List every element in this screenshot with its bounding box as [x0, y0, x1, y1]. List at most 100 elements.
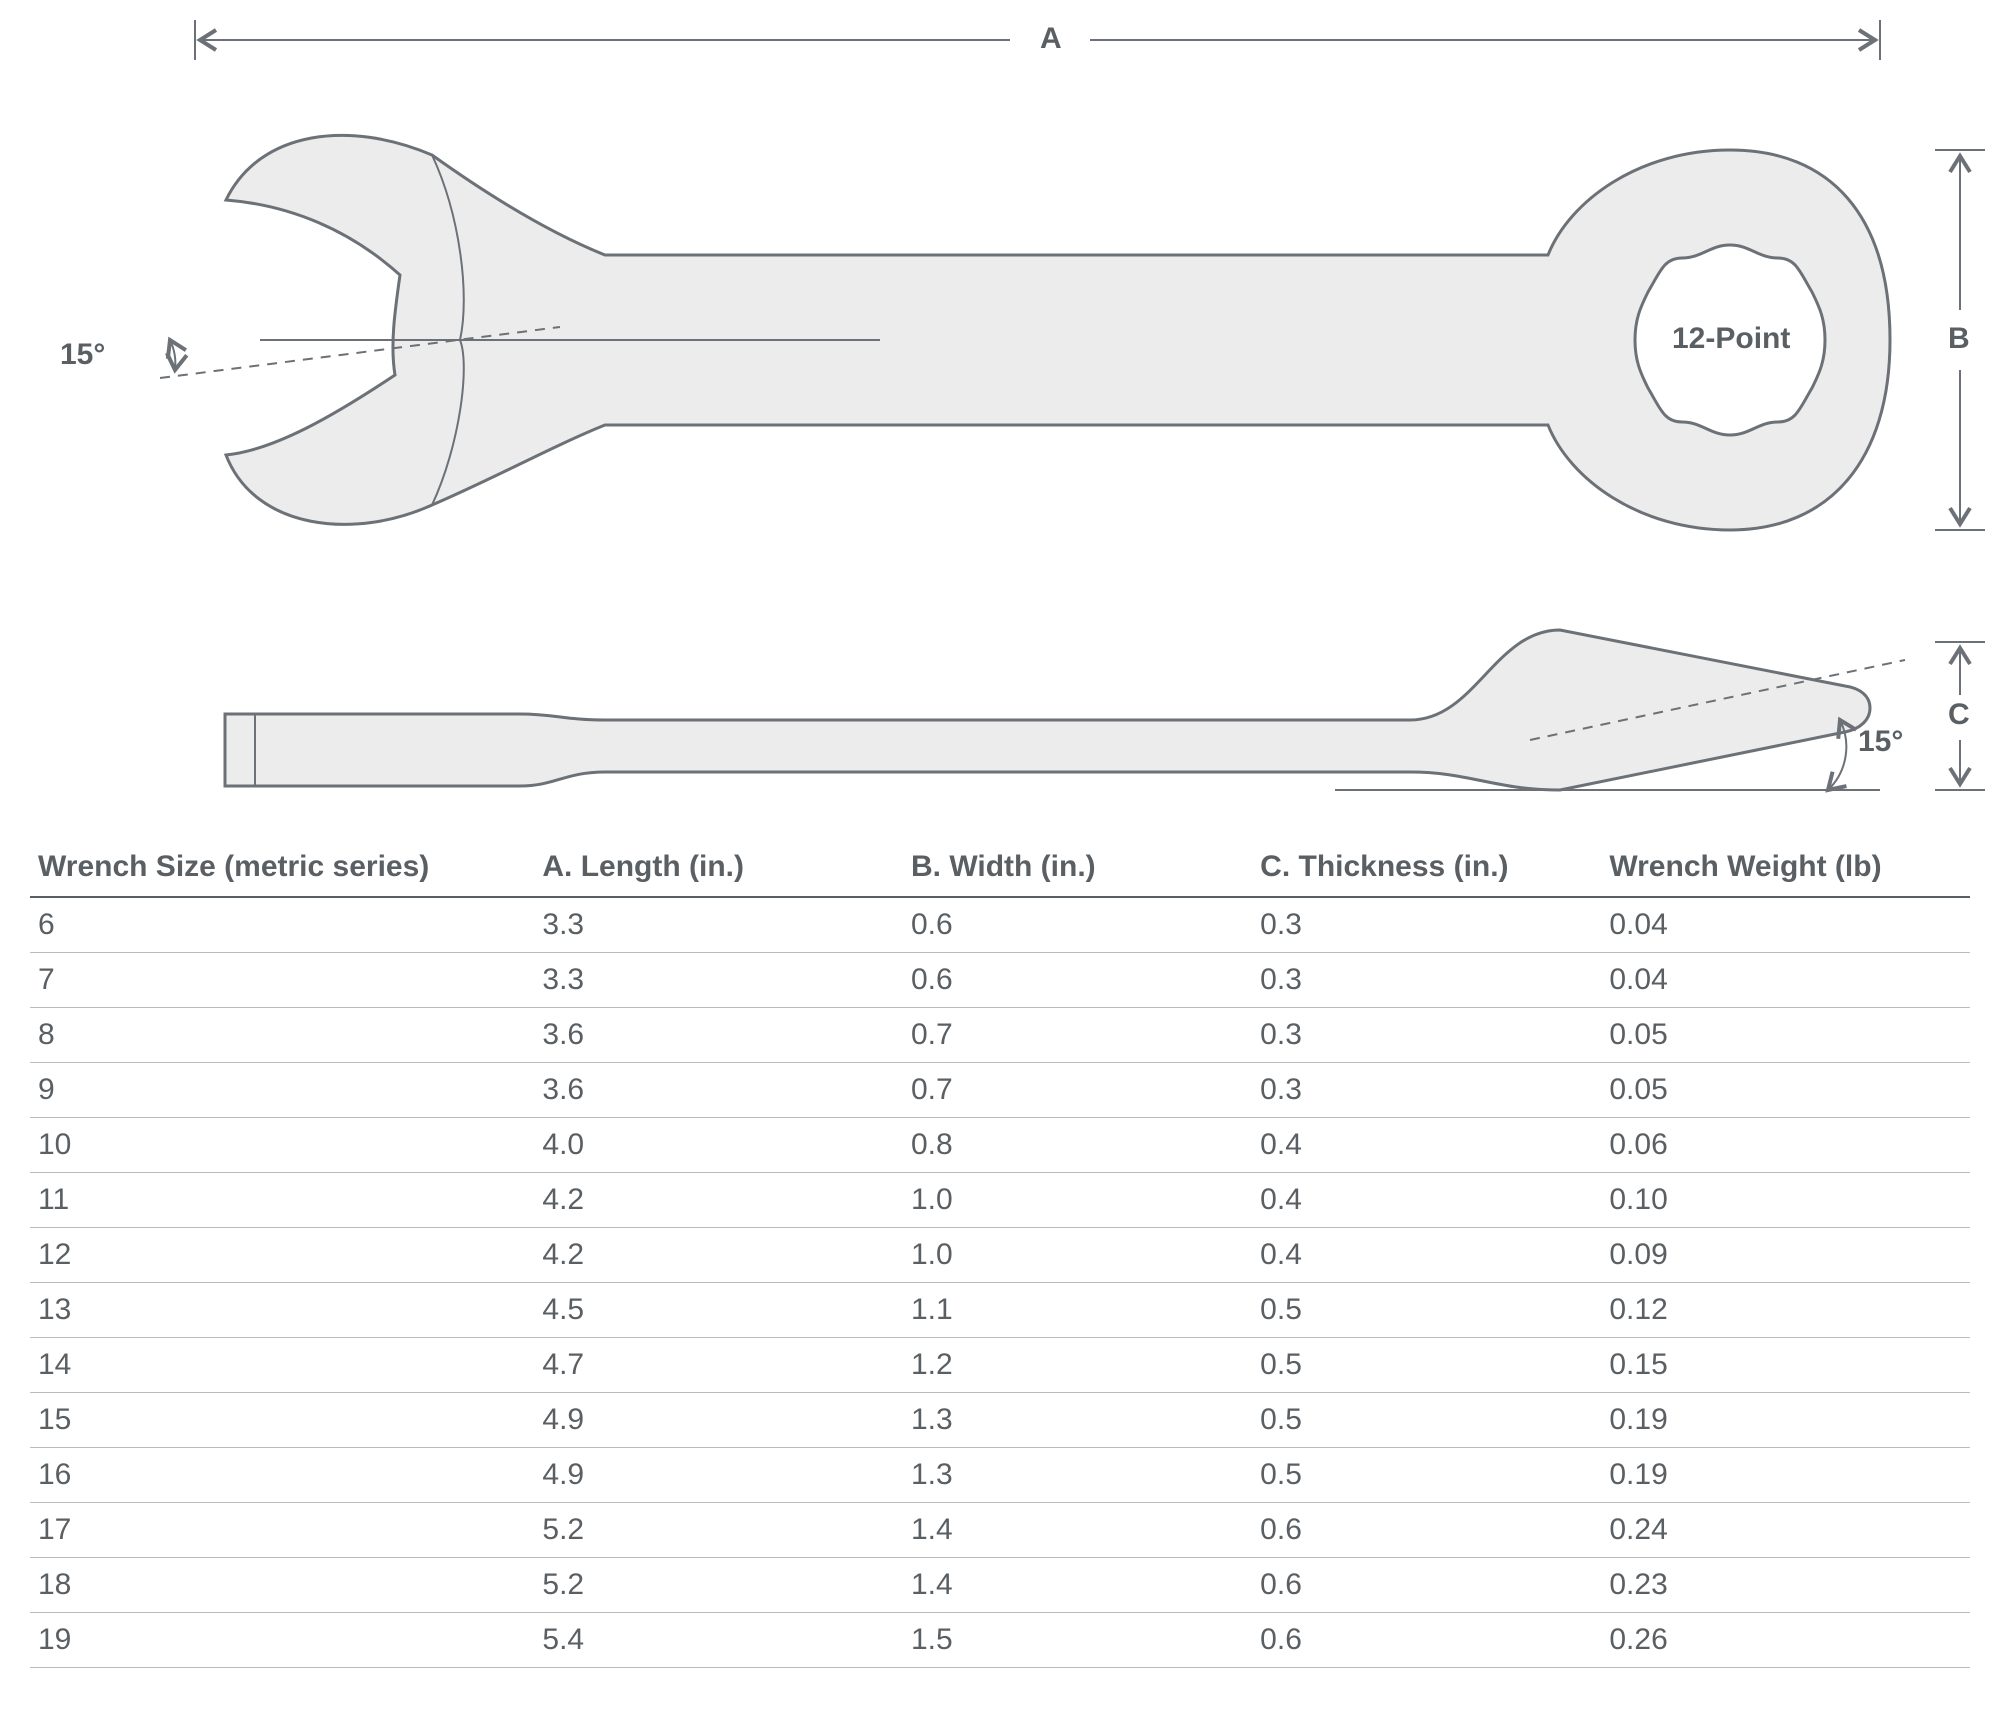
table-cell: 1.4	[903, 1503, 1252, 1558]
table-cell: 0.4	[1252, 1173, 1601, 1228]
table-cell: 10	[30, 1118, 534, 1173]
table-cell: 4.5	[534, 1283, 903, 1338]
table-cell: 0.6	[903, 897, 1252, 953]
col-header-weight: Wrench Weight (lb)	[1601, 840, 1970, 897]
table-cell: 0.4	[1252, 1118, 1601, 1173]
table-cell: 4.9	[534, 1393, 903, 1448]
diagram-svg	[0, 0, 2000, 820]
table-cell: 8	[30, 1008, 534, 1063]
col-header-width: B. Width (in.)	[903, 840, 1252, 897]
table-cell: 0.8	[903, 1118, 1252, 1173]
table-cell: 0.5	[1252, 1338, 1601, 1393]
angle-label-top: 15°	[60, 338, 105, 372]
table-cell: 13	[30, 1283, 534, 1338]
table-cell: 0.05	[1601, 1063, 1970, 1118]
table-cell: 0.19	[1601, 1448, 1970, 1503]
table-cell: 0.6	[1252, 1558, 1601, 1613]
table-cell: 0.7	[903, 1063, 1252, 1118]
table-cell: 0.23	[1601, 1558, 1970, 1613]
table-cell: 18	[30, 1558, 534, 1613]
dim-label-a: A	[1040, 22, 1062, 56]
table-row: 93.60.70.30.05	[30, 1063, 1970, 1118]
table-cell: 1.2	[903, 1338, 1252, 1393]
table-cell: 1.4	[903, 1558, 1252, 1613]
table-cell: 11	[30, 1173, 534, 1228]
table-cell: 4.2	[534, 1173, 903, 1228]
col-header-length: A. Length (in.)	[534, 840, 903, 897]
page-container: A B C 15° 15° 12-Point Wrench Size (metr…	[0, 0, 2000, 1719]
table-cell: 9	[30, 1063, 534, 1118]
table-cell: 0.5	[1252, 1448, 1601, 1503]
table-cell: 12	[30, 1228, 534, 1283]
table-cell: 0.24	[1601, 1503, 1970, 1558]
table-cell: 0.12	[1601, 1283, 1970, 1338]
table-row: 164.91.30.50.19	[30, 1448, 1970, 1503]
dim-label-b: B	[1948, 322, 1970, 356]
wrench-top-view	[226, 135, 1890, 530]
table-cell: 0.19	[1601, 1393, 1970, 1448]
table-cell: 0.04	[1601, 953, 1970, 1008]
spec-table: Wrench Size (metric series) A. Length (i…	[30, 840, 1970, 1668]
table-cell: 0.15	[1601, 1338, 1970, 1393]
table-cell: 15	[30, 1393, 534, 1448]
table-cell: 0.3	[1252, 1063, 1601, 1118]
table-cell: 0.06	[1601, 1118, 1970, 1173]
table-cell: 4.9	[534, 1448, 903, 1503]
table-row: 134.51.10.50.12	[30, 1283, 1970, 1338]
table-cell: 0.7	[903, 1008, 1252, 1063]
table-row: 195.41.50.60.26	[30, 1613, 1970, 1668]
table-cell: 1.0	[903, 1228, 1252, 1283]
table-cell: 0.6	[1252, 1613, 1601, 1668]
table-row: 124.21.00.40.09	[30, 1228, 1970, 1283]
table-cell: 5.2	[534, 1503, 903, 1558]
table-cell: 0.3	[1252, 897, 1601, 953]
table-cell: 5.4	[534, 1613, 903, 1668]
table-row: 175.21.40.60.24	[30, 1503, 1970, 1558]
box-end-label: 12-Point	[1672, 322, 1790, 356]
table-row: 114.21.00.40.10	[30, 1173, 1970, 1228]
table-cell: 1.1	[903, 1283, 1252, 1338]
table-cell: 0.3	[1252, 1008, 1601, 1063]
col-header-thick: C. Thickness (in.)	[1252, 840, 1601, 897]
wrench-diagram: A B C 15° 15° 12-Point	[0, 0, 2000, 820]
table-cell: 19	[30, 1613, 534, 1668]
col-header-size: Wrench Size (metric series)	[30, 840, 534, 897]
table-row: 83.60.70.30.05	[30, 1008, 1970, 1063]
table-cell: 0.5	[1252, 1283, 1601, 1338]
table-cell: 1.3	[903, 1448, 1252, 1503]
table-cell: 3.3	[534, 897, 903, 953]
table-cell: 1.0	[903, 1173, 1252, 1228]
table-row: 73.30.60.30.04	[30, 953, 1970, 1008]
table-cell: 0.09	[1601, 1228, 1970, 1283]
table-cell: 7	[30, 953, 534, 1008]
table-cell: 4.2	[534, 1228, 903, 1283]
table-cell: 0.6	[903, 953, 1252, 1008]
table-cell: 16	[30, 1448, 534, 1503]
table-cell: 3.6	[534, 1063, 903, 1118]
table-cell: 1.3	[903, 1393, 1252, 1448]
table-cell: 1.5	[903, 1613, 1252, 1668]
table-header-row: Wrench Size (metric series) A. Length (i…	[30, 840, 1970, 897]
table-cell: 0.3	[1252, 953, 1601, 1008]
table-cell: 5.2	[534, 1558, 903, 1613]
table-cell: 6	[30, 897, 534, 953]
table-row: 144.71.20.50.15	[30, 1338, 1970, 1393]
table-cell: 0.26	[1601, 1613, 1970, 1668]
table-cell: 0.4	[1252, 1228, 1601, 1283]
table-cell: 17	[30, 1503, 534, 1558]
table-cell: 0.04	[1601, 897, 1970, 953]
table-cell: 0.6	[1252, 1503, 1601, 1558]
table-cell: 3.3	[534, 953, 903, 1008]
table-cell: 0.10	[1601, 1173, 1970, 1228]
table-cell: 3.6	[534, 1008, 903, 1063]
table-row: 154.91.30.50.19	[30, 1393, 1970, 1448]
dim-label-c: C	[1948, 698, 1970, 732]
table-cell: 4.0	[534, 1118, 903, 1173]
table-cell: 0.05	[1601, 1008, 1970, 1063]
table-cell: 0.5	[1252, 1393, 1601, 1448]
spec-table-container: Wrench Size (metric series) A. Length (i…	[30, 840, 1970, 1668]
table-row: 104.00.80.40.06	[30, 1118, 1970, 1173]
table-cell: 14	[30, 1338, 534, 1393]
table-cell: 4.7	[534, 1338, 903, 1393]
wrench-side-view	[225, 630, 1870, 790]
